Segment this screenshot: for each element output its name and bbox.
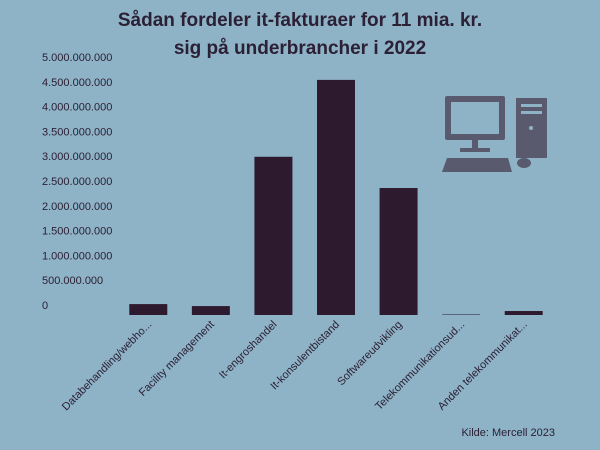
chart-title: sig på underbrancher i 2022 bbox=[174, 38, 426, 59]
y-tick-label: 2.500.000.000 bbox=[42, 176, 112, 188]
x-tick-label: Databehandling/webho... bbox=[60, 319, 155, 414]
y-tick-label: 1.500.000.000 bbox=[42, 226, 112, 238]
bar bbox=[317, 79, 355, 316]
y-tick-label: 4.000.000.000 bbox=[42, 102, 112, 114]
x-tick-label: It-engroshandel bbox=[217, 319, 280, 382]
bar bbox=[504, 311, 543, 315]
y-tick-label: 0 bbox=[42, 300, 48, 312]
bar bbox=[379, 188, 418, 315]
y-tick-label: 2.000.000.000 bbox=[42, 201, 112, 213]
computer-icon bbox=[442, 96, 547, 172]
y-tick-label: 3.500.000.000 bbox=[42, 126, 112, 138]
y-tick-label: 500.000.000 bbox=[42, 275, 103, 287]
bar bbox=[254, 156, 293, 315]
bar bbox=[191, 306, 230, 315]
y-tick-label: 3.000.000.000 bbox=[42, 151, 112, 163]
source: Kilde: Mercell 2023 bbox=[461, 427, 555, 439]
y-tick-label: 5.000.000.000 bbox=[42, 52, 112, 64]
y-tick-label: 4.500.000.000 bbox=[42, 77, 112, 89]
bar bbox=[129, 304, 168, 315]
chart-title: Sådan fordeler it-fakturaer for 11 mia. … bbox=[118, 10, 482, 31]
y-tick-label: 1.000.000.000 bbox=[42, 250, 112, 262]
x-tick-label: Softwareudvikling bbox=[335, 319, 404, 388]
x-tick-label: It-konsulentbistand bbox=[268, 319, 342, 393]
